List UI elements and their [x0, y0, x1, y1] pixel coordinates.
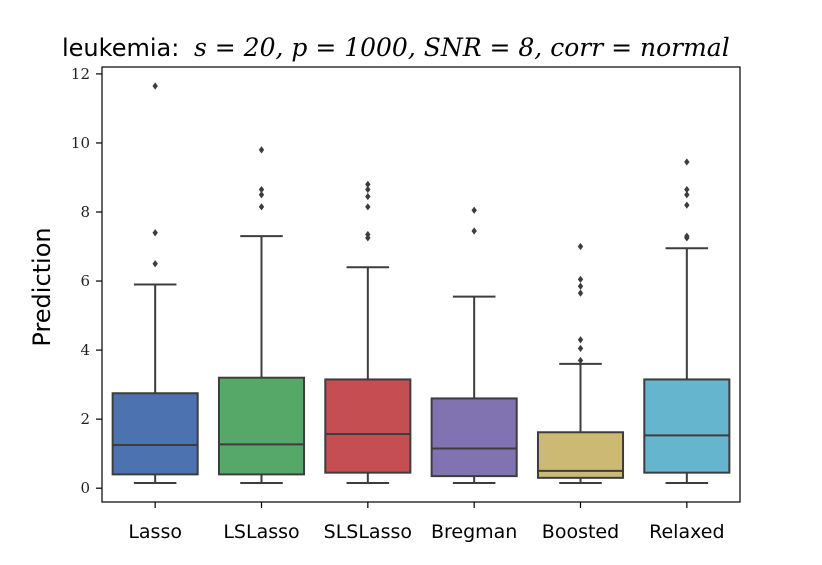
plot-area: 0 2 4 6 8 10 12 Lasso LSLasso SLSLasso Bregman Boos…: [71, 65, 741, 543]
box-iqr: [643, 378, 731, 474]
outlier-point: [577, 344, 584, 352]
outlier-point: [365, 230, 371, 239]
y-tick-label: 4: [80, 341, 90, 359]
outlier-point: [258, 203, 265, 211]
chart-title-prefix: leukemia:: [62, 34, 179, 62]
y-tick-label: 0: [80, 479, 90, 497]
box-relaxed: Relaxed: [643, 158, 731, 543]
outlier-point: [258, 191, 265, 199]
outlier-point: [152, 260, 158, 268]
y-tick-label: 2: [80, 410, 90, 428]
outlier-point: [684, 191, 690, 199]
outlier-point: [152, 82, 158, 90]
box-boosted: Boosted: [536, 242, 625, 543]
outlier-point: [365, 180, 371, 188]
x-tick-label: SLSLasso: [324, 521, 412, 543]
chart-title-math: s = 20, p = 1000, SNR = 8, corr = normal: [194, 33, 730, 62]
x-tick-label: Bregman: [431, 521, 517, 543]
x-tick-label: Relaxed: [649, 521, 724, 543]
y-tick-label: 6: [80, 272, 90, 290]
outlier-point: [577, 275, 584, 283]
y-tick-label: 12: [71, 65, 90, 83]
box-lslasso: LSLasso: [217, 146, 306, 543]
outlier-point: [684, 201, 690, 209]
x-tick-label: LSLasso: [223, 521, 299, 543]
box-iqr: [324, 378, 412, 474]
outlier-point: [684, 232, 690, 240]
y-tick-label: 10: [71, 134, 90, 152]
outlier-point: [365, 185, 371, 194]
box-iqr: [111, 392, 199, 476]
outlier-point: [365, 192, 371, 201]
outlier-point: [577, 356, 584, 365]
outlier-point: [471, 227, 477, 235]
box-bregman: Bregman: [430, 206, 518, 543]
outlier-point: [577, 282, 584, 290]
outlier-point: [365, 203, 371, 211]
outlier-point: [577, 289, 584, 297]
outlier-point: [577, 336, 584, 344]
outlier-point: [152, 229, 158, 237]
y-tick-label: 8: [80, 203, 90, 221]
box-iqr: [217, 376, 306, 476]
outlier-point: [258, 146, 265, 154]
y-axis-label: Prediction: [28, 227, 56, 346]
outlier-point: [684, 185, 690, 194]
outlier-point: [471, 206, 477, 214]
x-tick-label: Boosted: [542, 521, 619, 543]
outlier-point: [577, 242, 584, 251]
outlier-point: [684, 158, 690, 166]
box-iqr: [430, 397, 518, 478]
box-slslasso: SLSLasso: [324, 180, 412, 543]
outlier-point: [258, 185, 265, 194]
axes-frame: [101, 66, 741, 503]
box-lasso: Lasso: [111, 82, 199, 543]
x-tick-label: Lasso: [128, 521, 182, 543]
